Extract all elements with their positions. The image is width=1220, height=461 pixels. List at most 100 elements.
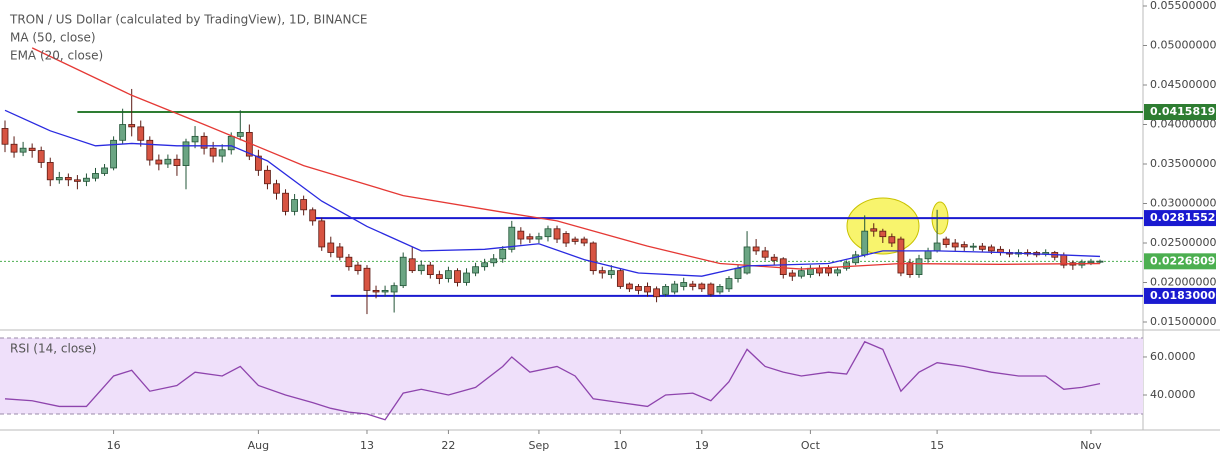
candle-body — [399, 256, 407, 287]
rsi-line — [4, 340, 1101, 421]
candle-body — [155, 159, 163, 165]
candle-body — [309, 209, 317, 222]
candle-body — [508, 226, 516, 250]
candle-body — [472, 266, 479, 274]
candle-body — [960, 244, 968, 248]
candle-body — [644, 286, 651, 293]
x-tick-label: Oct — [801, 439, 821, 452]
candle-body — [191, 135, 199, 143]
candle-body — [481, 262, 489, 268]
candle-body — [119, 124, 127, 141]
candle-body — [137, 126, 145, 141]
x-tick-label: 13 — [360, 439, 374, 452]
candle-body — [743, 246, 751, 274]
y-tick-label: 0.05000000 — [1150, 39, 1216, 52]
candle-body — [544, 228, 552, 238]
candle-body — [988, 246, 995, 252]
candle-body — [607, 270, 615, 275]
candle-body — [933, 242, 941, 252]
candle-body — [761, 250, 769, 258]
candle-body — [182, 141, 190, 166]
candle-body — [264, 169, 271, 185]
x-tick-label: 16 — [107, 439, 121, 452]
price-label: 0.02268096 — [1150, 254, 1220, 267]
candle-body — [46, 162, 54, 181]
legend-entry: RSI (14, close) — [10, 342, 96, 356]
candle-body — [969, 245, 977, 248]
candle-body — [517, 230, 525, 240]
candle-body — [463, 272, 470, 283]
candle-body — [598, 270, 606, 274]
candle-body — [942, 238, 950, 245]
candle-body — [354, 264, 362, 272]
indicator-line — [4, 109, 1101, 277]
candle-body — [870, 228, 878, 232]
candle-body — [770, 256, 778, 261]
y-tick-label: 0.04500000 — [1150, 78, 1216, 91]
candle-body — [689, 283, 697, 287]
y-tick-label: 0.02000000 — [1150, 275, 1216, 288]
candle-body — [589, 242, 597, 272]
candle-body — [571, 238, 579, 242]
candle-body — [254, 155, 262, 171]
candle-body — [200, 135, 208, 149]
candle-body — [128, 124, 136, 128]
candle-body — [318, 220, 326, 248]
y-tick-label: 0.02500000 — [1150, 236, 1216, 249]
candle-body — [626, 283, 633, 290]
candle-body — [435, 274, 443, 279]
candle-body — [173, 158, 181, 166]
x-tick-label: 10 — [613, 439, 627, 452]
candle-body — [1087, 260, 1095, 264]
price-label-box — [1144, 104, 1216, 121]
candle-body — [825, 267, 832, 274]
candle-body — [843, 262, 851, 269]
candle-body — [426, 264, 434, 275]
candle-body — [834, 269, 841, 274]
candle-body — [924, 250, 932, 260]
candle-body — [816, 267, 823, 274]
candle-body — [580, 238, 588, 244]
price-label-box — [1144, 287, 1216, 304]
candle-body — [83, 177, 90, 182]
candle-body — [73, 179, 81, 182]
candle-body — [408, 258, 416, 272]
chart-title: TRON / US Dollar (calculated by TradingV… — [9, 13, 367, 27]
candle-body — [897, 238, 905, 274]
highlight — [846, 197, 920, 255]
y-tick-label: 60.0000 — [1150, 350, 1196, 363]
candle-body — [146, 139, 154, 161]
candle-body — [164, 158, 172, 165]
price-label: 0.01830000 — [1150, 289, 1220, 302]
candle-body — [454, 270, 461, 283]
candle-body — [788, 272, 796, 277]
candle-body — [372, 289, 380, 293]
candle-body — [562, 233, 570, 244]
candle-body — [616, 270, 624, 287]
candle-body — [906, 262, 914, 275]
candle-body — [951, 242, 959, 248]
price-label: 0.04158193 — [1150, 105, 1220, 118]
y-tick-label: 40.0000 — [1150, 388, 1196, 401]
indicator-line — [31, 47, 1101, 270]
candle-body — [37, 150, 45, 163]
candle-body — [1096, 260, 1104, 263]
candle-body — [19, 147, 27, 153]
y-tick-label: 0.04000000 — [1150, 118, 1216, 131]
candle-body — [381, 289, 389, 293]
candle-body — [797, 270, 805, 277]
candle-body — [653, 288, 660, 298]
price-label: 0.02815521 — [1150, 211, 1220, 224]
candle-body — [218, 149, 226, 157]
candle-body — [227, 135, 235, 151]
candle-body — [55, 177, 63, 181]
y-tick-label: 0.03500000 — [1150, 157, 1216, 170]
candle-body — [716, 286, 724, 293]
y-tick-label: 0.01500000 — [1150, 315, 1216, 328]
candle-body — [888, 236, 896, 244]
candle-body — [273, 183, 280, 194]
candle-body — [553, 228, 561, 240]
x-tick-label: 15 — [930, 439, 944, 452]
candle-body — [282, 192, 289, 212]
